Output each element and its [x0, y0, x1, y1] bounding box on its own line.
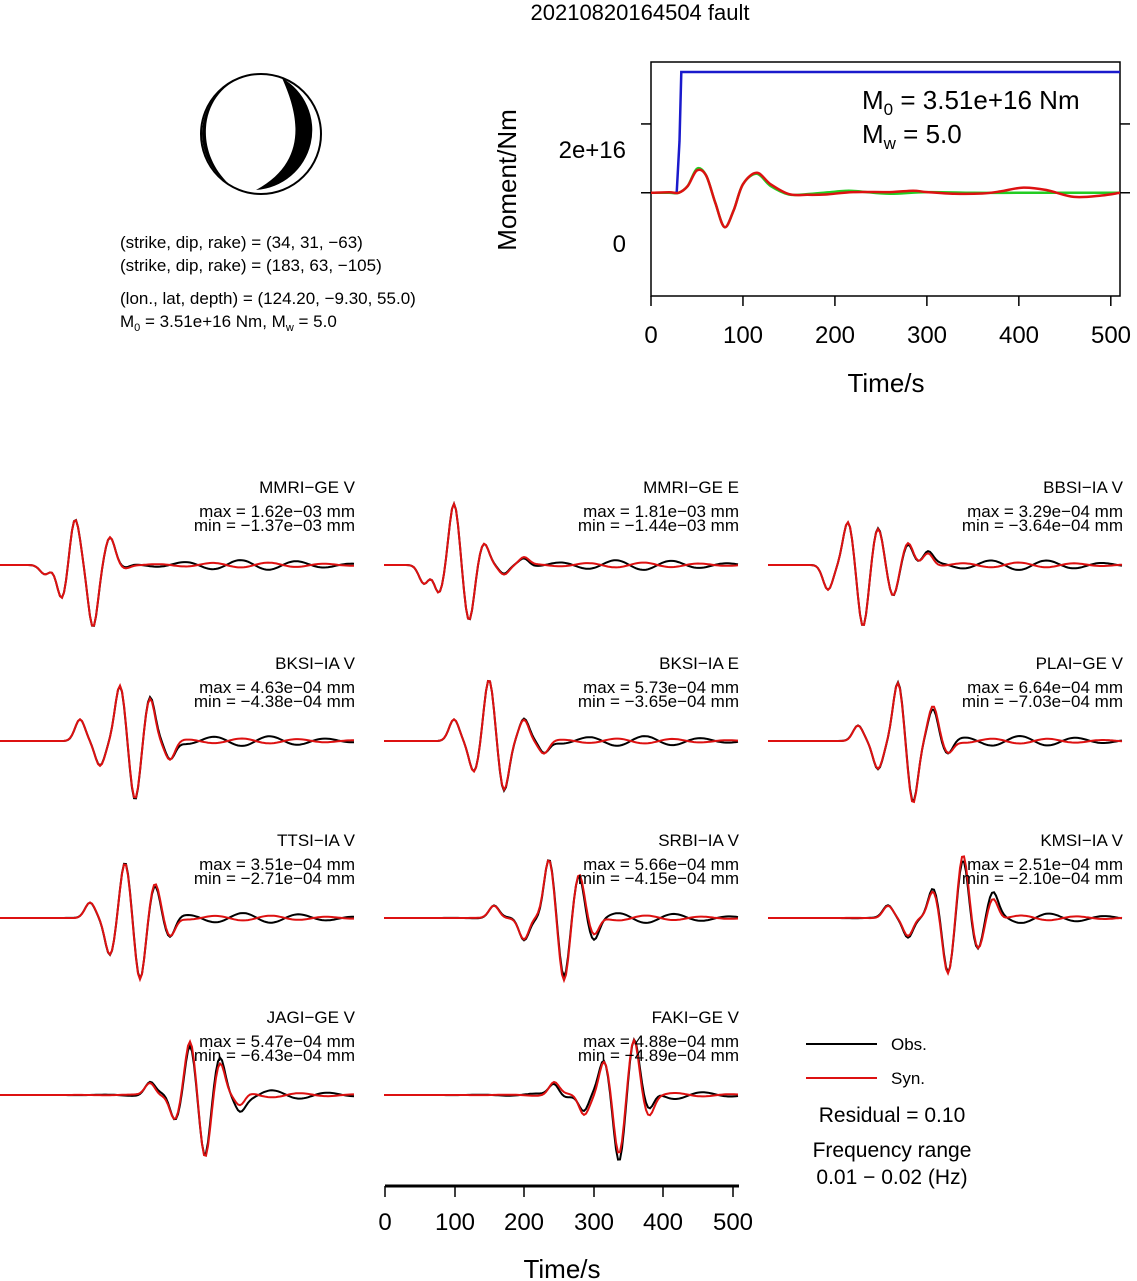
synthetic-trace: [768, 680, 1123, 804]
hypocenter-location: (lon., lat, depth) = (124.20, −9.30, 55.…: [120, 289, 416, 308]
waveform-x-tick-label: 500: [713, 1209, 753, 1236]
waveform-x-tick-label: 400: [643, 1209, 683, 1236]
min-amplitude-label: min = −4.89e−04 mm: [578, 1046, 739, 1065]
min-amplitude-label: min = −7.03e−04 mm: [962, 692, 1123, 711]
stf-series: [650, 70, 1121, 229]
frequency-range-value: 0.01 − 0.02 (Hz): [816, 1166, 967, 1189]
station-label: BKSI−IA V: [275, 654, 356, 673]
station-label: SRBI−IA V: [658, 831, 739, 850]
synthetic-trace: [0, 683, 354, 799]
max-amplitude-label: max = 5.66e−04 mm: [583, 855, 739, 874]
min-amplitude-label: min = −3.65e−04 mm: [578, 692, 739, 711]
stf-series-red: [650, 168, 1121, 229]
legend-obs-label: Obs.: [891, 1035, 927, 1054]
max-amplitude-label: max = 5.47e−04 mm: [199, 1032, 355, 1051]
max-amplitude-label: max = 6.64e−04 mm: [967, 678, 1123, 697]
waveform-x-tick-label: 300: [574, 1209, 614, 1236]
station-label: BBSI−IA V: [1043, 478, 1124, 497]
synthetic-trace: [768, 520, 1123, 626]
min-amplitude-label: min = −2.10e−04 mm: [962, 869, 1123, 888]
min-amplitude-label: min = −2.71e−04 mm: [194, 869, 355, 888]
moment-summary: M0 = 3.51e+16 Nm, Mw = 5.0: [120, 312, 337, 334]
min-amplitude-label: min = −6.43e−04 mm: [194, 1046, 355, 1065]
legend-syn-label: Syn.: [891, 1069, 925, 1088]
max-amplitude-label: max = 4.88e−04 mm: [583, 1032, 739, 1051]
waveform-x-tick-label: 200: [504, 1209, 544, 1236]
stf-x-axis-label: Time/s: [847, 368, 924, 398]
stf-mw-annotation: Mw = 5.0: [862, 119, 962, 153]
stf-plot-frame: [650, 61, 1121, 297]
synthetic-trace: [0, 863, 354, 983]
synthetic-trace: [384, 1037, 739, 1154]
station-label: KMSI−IA V: [1040, 831, 1123, 850]
station-label: JAGI−GE V: [267, 1008, 356, 1027]
stf-y-tick-label: 0: [613, 231, 626, 258]
waveform-x-tick-label: 100: [435, 1209, 475, 1236]
stf-axis-ticks: [641, 123, 1130, 306]
stf-x-tick-label: 0: [644, 322, 657, 349]
stf-y-tick-label: 2e+16: [559, 137, 626, 164]
station-label: BKSI−IA E: [659, 654, 739, 673]
max-amplitude-label: max = 3.29e−04 mm: [967, 502, 1123, 521]
residual-value: Residual = 0.10: [819, 1104, 966, 1127]
figure-title: 20210820164504 fault: [531, 0, 750, 25]
station-label: MMRI−GE E: [643, 478, 739, 497]
stf-x-tick-label: 300: [907, 322, 947, 349]
synthetic-trace: [384, 501, 739, 621]
max-amplitude-label: max = 4.63e−04 mm: [199, 678, 355, 697]
nodal-plane-2: (strike, dip, rake) = (183, 63, −105): [120, 256, 382, 275]
station-label: TTSI−IA V: [277, 831, 356, 850]
waveform-x-tick-label: 0: [378, 1209, 391, 1236]
max-amplitude-label: max = 5.73e−04 mm: [583, 678, 739, 697]
focal-mechanism-beachball: [200, 73, 322, 195]
min-amplitude-label: min = −1.44e−03 mm: [578, 516, 739, 535]
stf-x-tick-label: 100: [723, 322, 763, 349]
max-amplitude-label: max = 3.51e−04 mm: [199, 855, 355, 874]
synthetic-trace: [0, 518, 354, 627]
nodal-plane-1: (strike, dip, rake) = (34, 31, −63): [120, 233, 363, 252]
station-label: MMRI−GE V: [259, 478, 356, 497]
max-amplitude-label: max = 2.51e−04 mm: [967, 855, 1123, 874]
synthetic-trace: [768, 855, 1123, 976]
stf-m0-annotation: M0 = 3.51e+16 Nm: [862, 85, 1080, 119]
min-amplitude-label: min = −3.64e−04 mm: [962, 516, 1123, 535]
min-amplitude-label: min = −1.37e−03 mm: [194, 516, 355, 535]
synthetic-trace: [384, 859, 739, 984]
waveform-x-ticks: [384, 1186, 734, 1197]
station-label: FAKI−GE V: [652, 1008, 740, 1027]
legend: Obs. Syn. Residual = 0.10 Frequency rang…: [806, 1035, 971, 1189]
synthetic-trace: [0, 1039, 354, 1157]
max-amplitude-label: max = 1.81e−03 mm: [583, 502, 739, 521]
stf-x-tick-label: 200: [815, 322, 855, 349]
frequency-range-title: Frequency range: [813, 1139, 972, 1162]
max-amplitude-label: max = 1.62e−03 mm: [199, 502, 355, 521]
stf-plot: 0 100 200 300 400 500 0 2e+16 Moment/Nm …: [492, 61, 1131, 398]
min-amplitude-label: min = −4.15e−04 mm: [578, 869, 739, 888]
min-amplitude-label: min = −4.38e−04 mm: [194, 692, 355, 711]
stf-x-tick-label: 400: [999, 322, 1039, 349]
waveform-time-axis: 0 100 200 300 400 500 Time/s: [378, 1184, 753, 1281]
synthetic-trace: [384, 680, 739, 793]
stf-x-tick-labels: 0 100 200 300 400 500: [644, 322, 1131, 349]
station-label: PLAI−GE V: [1036, 654, 1124, 673]
waveform-x-axis-label: Time/s: [523, 1254, 600, 1281]
stf-x-tick-label: 500: [1091, 322, 1131, 349]
stf-y-axis-label: Moment/Nm: [492, 109, 522, 251]
